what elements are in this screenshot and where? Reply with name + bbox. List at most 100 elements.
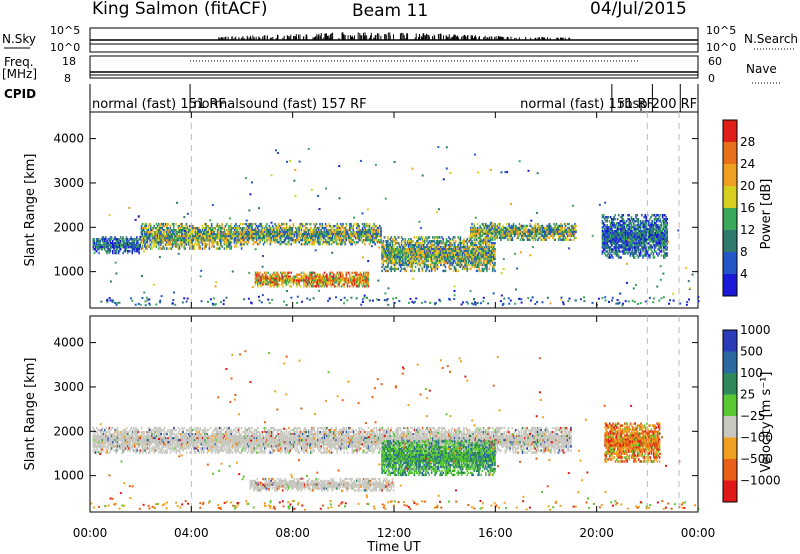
heatmap-cell: [381, 246, 383, 249]
heatmap-cell: [436, 257, 439, 261]
heatmap-cell: [455, 269, 457, 273]
heatmap-cell: [500, 228, 502, 232]
heatmap-cell: [473, 251, 476, 255]
heatmap-cell: [383, 251, 386, 255]
heatmap-cell: [466, 250, 469, 253]
heatmap-cell: [224, 224, 227, 228]
heatmap-cell: [167, 241, 169, 244]
heatmap-cell: [394, 267, 396, 271]
heatmap-cell: [398, 242, 401, 245]
heatmap-cell: [402, 257, 404, 261]
heatmap-cell: [248, 224, 251, 228]
heatmap-cell: [479, 257, 481, 261]
heatmap-cell: [271, 224, 274, 228]
heatmap-cell: [324, 224, 327, 228]
heatmap-cell: [403, 250, 405, 253]
heatmap-cell: [443, 259, 446, 263]
heatmap-cell: [312, 237, 314, 240]
heatmap-cell: [468, 259, 471, 263]
heatmap-cell: [184, 235, 186, 238]
heatmap-cell: [268, 228, 271, 232]
heatmap-cell: [229, 229, 231, 232]
heatmap-cell: [312, 279, 314, 282]
heatmap-cell: [383, 253, 386, 257]
heatmap-cell: [185, 222, 188, 226]
heatmap-cell: [481, 222, 484, 226]
heatmap-cell: [613, 252, 615, 255]
heatmap-cell: [399, 253, 402, 257]
heatmap-cell: [145, 247, 147, 250]
heatmap-cell: [388, 261, 390, 265]
heatmap-cell: [116, 240, 119, 243]
heatmap-cell: [500, 236, 502, 240]
heatmap-cell: [354, 277, 357, 280]
heatmap-cell: [383, 246, 386, 249]
heatmap-cell: [162, 245, 165, 248]
heatmap-cell: [445, 261, 448, 265]
heatmap-cell: [609, 256, 612, 259]
heatmap-cell: [239, 239, 242, 242]
heatmap-cell: [274, 232, 276, 236]
heatmap-cell: [407, 253, 410, 257]
heatmap-cell: [545, 232, 547, 236]
heatmap-cell: [482, 267, 485, 271]
heatmap-cell: [181, 224, 183, 228]
heatmap-cell: [614, 226, 616, 229]
heatmap-cell: [615, 230, 618, 233]
heatmap-cell: [259, 283, 261, 286]
heatmap-cell: [198, 227, 200, 230]
heatmap-cell: [567, 234, 569, 238]
heatmap-cell: [181, 237, 183, 240]
heatmap-cell: [319, 273, 321, 276]
heatmap-cell: [399, 250, 402, 253]
heatmap-cell: [240, 229, 243, 232]
heatmap-cell: [177, 231, 180, 234]
heatmap-cell: [168, 229, 170, 232]
heatmap-cell: [476, 248, 479, 251]
heatmap-cell: [303, 281, 305, 284]
heatmap-cell: [182, 233, 184, 236]
heatmap-cell: [284, 277, 287, 280]
heatmap-cell: [500, 238, 502, 241]
heatmap-cell: [155, 245, 158, 248]
heatmap-cell: [254, 271, 257, 274]
heatmap-cell: [634, 248, 636, 251]
heatmap-cell: [447, 253, 449, 257]
heatmap-cell: [531, 236, 533, 240]
heatmap-cell: [387, 240, 389, 243]
heatmap-cell: [171, 231, 174, 234]
heatmap-cell: [368, 237, 371, 240]
heatmap-cell: [98, 248, 100, 251]
heatmap-cell: [331, 235, 334, 238]
heatmap-cell: [213, 235, 215, 238]
heatmap-cell: [197, 235, 199, 238]
heatmap-cell: [342, 275, 344, 278]
heatmap-cell: [503, 234, 506, 238]
heatmap-cell: [262, 235, 265, 238]
heatmap-cell: [430, 265, 433, 269]
heatmap-cell: [448, 244, 450, 247]
heatmap-cell: [171, 243, 174, 246]
heatmap-cell: [215, 237, 218, 240]
heatmap-cell: [228, 239, 230, 242]
heatmap-cell: [206, 243, 208, 246]
heatmap-cell: [606, 218, 608, 221]
heatmap-cell: [240, 237, 243, 240]
heatmap-cell: [327, 283, 329, 286]
heatmap-cell: [480, 240, 482, 243]
heatmap-cell: [622, 232, 625, 235]
heatmap-cell: [221, 224, 223, 228]
heatmap-cell: [621, 218, 623, 221]
heatmap-cell: [113, 242, 115, 245]
heatmap-cell: [304, 235, 306, 238]
heatmap-cell: [311, 281, 313, 284]
heatmap-cell: [358, 226, 360, 230]
heatmap-cell: [398, 251, 401, 255]
heatmap-cell: [531, 232, 533, 236]
heatmap-cell: [344, 235, 347, 238]
heatmap-cell: [251, 235, 253, 238]
heatmap-cell: [220, 231, 222, 234]
heatmap-cell: [163, 239, 166, 242]
heatmap-cell: [398, 236, 401, 239]
heatmap-cell: [388, 259, 390, 263]
